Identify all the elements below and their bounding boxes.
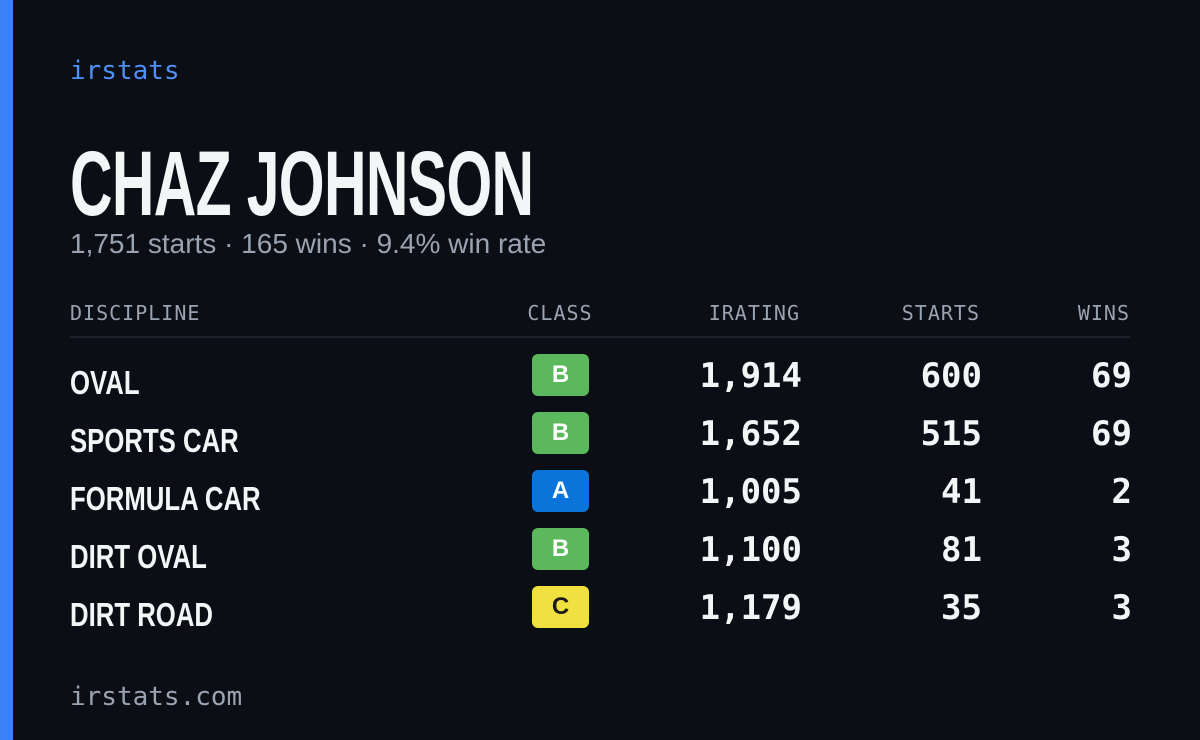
wins: 69 (1091, 356, 1132, 396)
starts: 600 (920, 356, 982, 396)
irating: 1,914 (699, 356, 802, 396)
starts: 35 (941, 588, 982, 628)
starts: 41 (941, 472, 982, 512)
class-badge: B (532, 528, 589, 570)
driver-name: CHAZ JOHNSON (70, 133, 534, 235)
class-badge: B (532, 412, 589, 454)
column-header: STARTS (901, 301, 980, 325)
discipline: DIRT OVAL (70, 538, 207, 575)
wins: 2 (1111, 472, 1132, 512)
starts: 515 (920, 414, 982, 454)
wins: 3 (1111, 588, 1132, 628)
discipline: SPORTS CAR (70, 422, 239, 459)
starts: 81 (941, 530, 982, 570)
irating: 1,652 (699, 414, 802, 454)
divider (70, 336, 1130, 338)
column-header: WINS (1077, 301, 1130, 325)
irating: 1,100 (699, 530, 802, 570)
irating: 1,005 (699, 472, 802, 512)
driver-summary: 1,751 starts · 165 wins · 9.4% win rate (70, 228, 547, 259)
discipline: FORMULA CAR (70, 480, 261, 517)
accent-bar (0, 0, 13, 740)
class-badge: C (532, 586, 589, 628)
column-header: IRATING (708, 301, 800, 325)
irating: 1,179 (699, 588, 802, 628)
brand: irstats (70, 56, 180, 86)
column-header: CLASS (527, 301, 593, 325)
column-header: DISCIPLINE (70, 301, 201, 325)
discipline: OVAL (70, 364, 140, 401)
wins: 3 (1111, 530, 1132, 570)
footer: irstats.com (70, 682, 243, 712)
class-badge: B (532, 354, 589, 396)
discipline: DIRT ROAD (70, 596, 213, 633)
class-badge: A (532, 470, 589, 512)
wins: 69 (1091, 414, 1132, 454)
